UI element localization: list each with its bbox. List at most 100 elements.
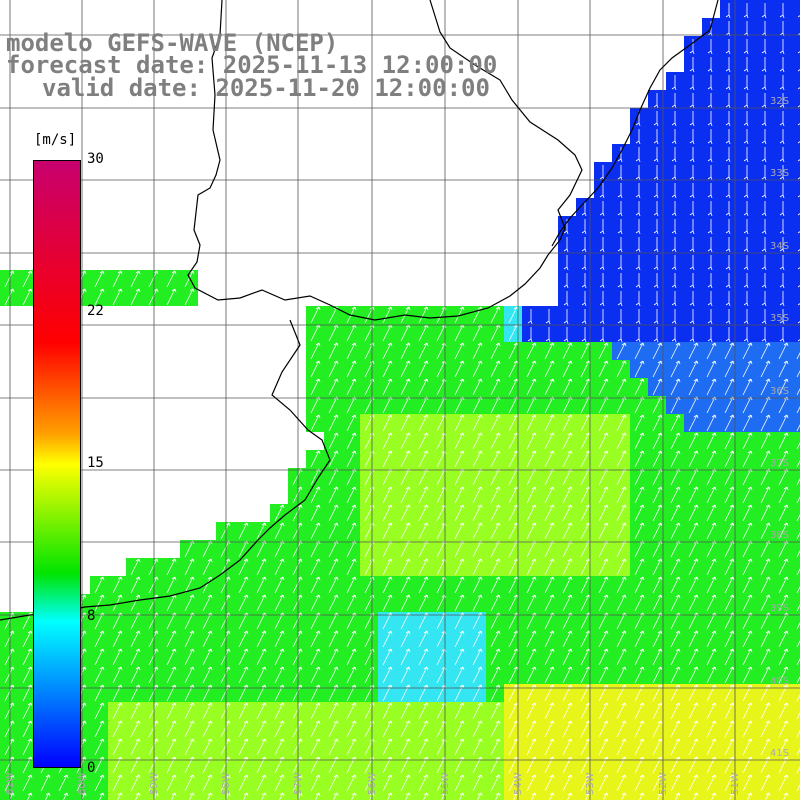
wind-arrow [454,702,465,720]
wind-arrow [22,666,33,684]
wind-arrow [724,450,735,468]
wind-arrow [400,576,411,594]
wind-arrow [58,774,69,792]
wind-arrow [328,522,339,540]
wind-arrow [743,255,749,271]
wind-arrow [418,378,429,396]
wind-arrow [707,147,713,163]
wind-arrow [94,666,105,684]
wind-arrow [796,496,800,504]
wind-arrow [688,720,699,738]
wind-arrow [742,648,753,666]
wind-arrow [112,702,123,720]
wind-arrow [634,342,645,360]
field-cell [792,216,800,234]
field-cell [792,18,800,36]
wind-arrow [688,774,699,792]
wind-arrow [652,414,663,432]
field-cell [468,792,486,800]
field-cell [162,792,180,800]
wind-arrow [490,450,501,468]
wind-arrow [292,576,303,594]
wind-arrow [796,622,800,630]
wind-arrow [472,360,483,378]
wind-arrow [707,129,713,145]
wind-arrow [400,450,411,468]
wind-arrow [689,183,695,199]
wind-arrow [706,774,717,792]
wind-arrow [256,720,267,738]
wind-arrow [382,486,393,504]
wind-arrow [22,774,33,792]
wind-arrow [689,273,695,289]
wind-arrow [724,576,735,594]
wind-arrow [617,165,623,181]
field-cell [504,792,522,800]
wind-arrow [743,219,749,235]
wind-arrow [148,270,159,288]
wind-arrow [418,666,429,684]
wind-arrow [292,558,303,576]
wind-arrow [382,738,393,756]
wind-arrow [382,630,393,648]
wind-arrow [94,288,105,306]
wind-arrow [310,522,321,540]
wind-arrow [760,702,771,720]
wind-arrow [310,738,321,756]
wind-arrow [760,378,771,396]
wind-arrow [9,792,15,800]
wind-arrow [544,504,555,522]
wind-arrow [202,576,213,594]
wind-arrow [653,219,659,235]
wind-arrow [724,486,735,504]
wind-arrow [689,237,695,253]
wind-arrow [598,486,609,504]
wind-arrow [562,360,573,378]
field-cell [270,792,288,800]
wind-arrow [166,738,177,756]
wind-arrow [725,183,731,199]
wind-arrow [742,432,753,450]
wind-arrow [184,576,195,594]
wind-arrow [315,792,321,800]
wind-arrow [796,424,800,432]
wind-arrow [688,648,699,666]
wind-arrow [617,183,623,199]
wind-arrow [220,720,231,738]
wind-arrow [418,594,429,612]
wind-arrow [243,792,249,800]
wind-arrow [598,504,609,522]
wind-arrow [779,39,785,55]
wind-arrow [526,342,537,360]
wind-arrow [22,270,33,288]
field-cell [792,162,800,180]
wind-arrow [598,450,609,468]
wind-arrow [148,288,159,306]
field-cell [792,792,800,800]
forecast-date: forecast date: 2025-11-13 12:00:00 [6,51,498,79]
wind-arrow [40,774,51,792]
wind-arrow [652,360,663,378]
wind-arrow [184,594,195,612]
wind-arrow [490,594,501,612]
wind-arrow [725,237,731,253]
wind-arrow [454,414,465,432]
wind-arrow [599,255,605,271]
wind-arrow [202,738,213,756]
wind-arrow [112,738,123,756]
wind-arrow [743,129,749,145]
wind-arrow [202,594,213,612]
wind-arrow [454,720,465,738]
wind-arrow [724,648,735,666]
wind-arrow [761,291,767,307]
wind-arrow [4,666,15,684]
wind-arrow [652,666,663,684]
wind-arrow [238,576,249,594]
wind-arrow [148,702,159,720]
field-cell [126,792,144,800]
wind-arrow [652,648,663,666]
wind-arrow [310,630,321,648]
wind-arrow [635,327,641,343]
wind-arrow [653,183,659,199]
wind-arrow [328,702,339,720]
